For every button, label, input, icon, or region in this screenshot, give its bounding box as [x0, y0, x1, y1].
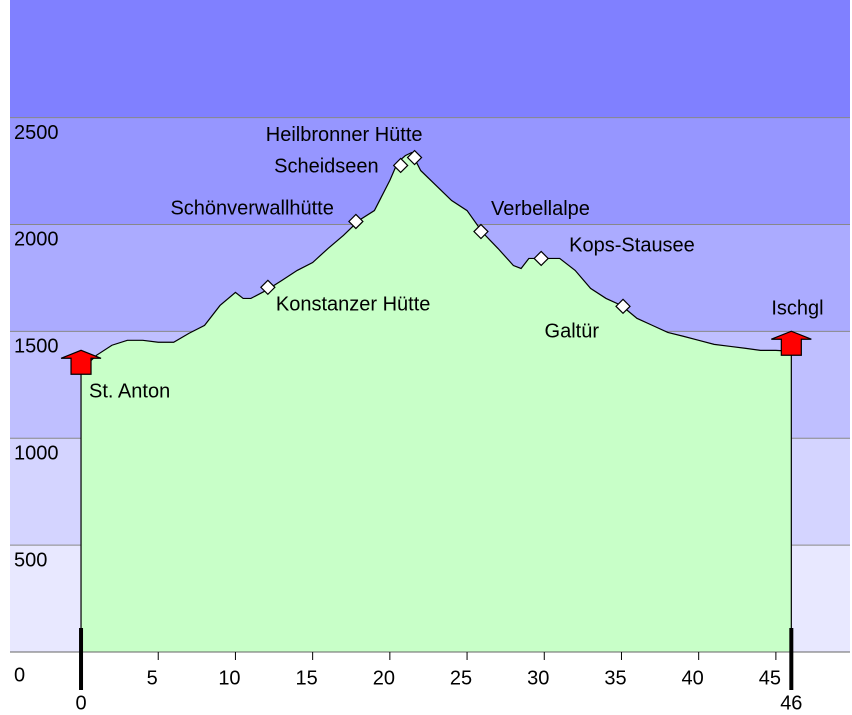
waypoint-label: Ischgl [771, 298, 823, 320]
waypoint-label: Galtür [545, 321, 600, 343]
x-tick-label: 40 [682, 667, 704, 689]
waypoint-marker [615, 298, 631, 315]
x-tick-label: 10 [218, 667, 240, 689]
waypoint-marker [771, 330, 812, 356]
waypoint-label: St. Anton [89, 381, 170, 403]
waypoint-marker [533, 250, 550, 267]
profile-line [80, 151, 792, 371]
y-tick-label: 0 [14, 664, 25, 686]
x-tick-label: 35 [604, 667, 626, 689]
elevation-band [10, 0, 850, 118]
y-tick-label: 500 [14, 549, 47, 571]
y-tick-label: 1500 [14, 336, 59, 358]
waypoint-marker [260, 279, 276, 296]
waypoint-label: Scheidseen [274, 156, 379, 178]
waypoint-label: Heilbronner Hütte [266, 124, 423, 146]
x-tick-label: 45 [759, 667, 781, 689]
waypoint-marker [60, 349, 102, 375]
y-tick-label: 2000 [14, 229, 59, 251]
profile-area [81, 152, 792, 652]
end-tick-label: 0 [75, 692, 86, 714]
x-tick-label: 30 [527, 667, 549, 689]
waypoint-label: Kops-Stausee [569, 235, 695, 257]
x-tick-label: 20 [373, 667, 395, 689]
waypoint-label: Schönverwallhütte [170, 198, 333, 220]
x-tick-label: 5 [147, 667, 158, 689]
waypoint-marker [406, 149, 423, 166]
waypoint-marker [473, 223, 489, 240]
y-tick-label: 1000 [14, 443, 59, 465]
end-tick-label: 46 [780, 692, 802, 714]
x-tick-label: 25 [450, 667, 472, 689]
y-tick-label: 2500 [14, 122, 59, 144]
waypoint-label: Verbellalpe [491, 198, 590, 220]
waypoint-marker [392, 157, 409, 174]
waypoint-label: Konstanzer Hütte [276, 294, 431, 316]
waypoint-marker [348, 213, 364, 230]
x-tick-label: 15 [296, 667, 318, 689]
